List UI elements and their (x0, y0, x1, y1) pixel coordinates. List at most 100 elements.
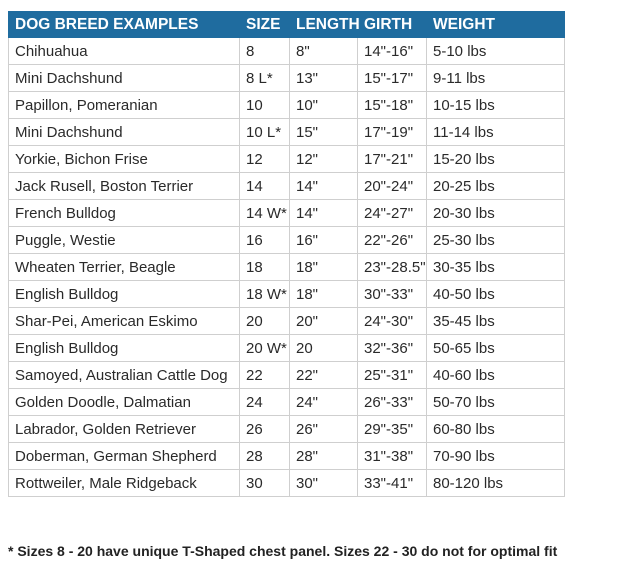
breed-cell: French Bulldog (8, 199, 240, 227)
girth-cell: 24"-27" (357, 199, 427, 227)
table-row: Golden Doodle, Dalmatian 24 24" 26"-33" 50-7… (8, 388, 565, 416)
weight-cell: 40-50 lbs (426, 280, 565, 308)
length-cell: 18" (289, 280, 358, 308)
table-header-row: DOG BREED EXAMPLES SIZE LENGTH GIRTH WEI… (8, 11, 565, 38)
length-cell: 14" (289, 172, 358, 200)
breed-cell: Puggle, Westie (8, 226, 240, 254)
length-cell: 12" (289, 145, 358, 173)
table-row: Mini Dachshund 8 L* 13" 15"-17" 9-11 lbs (8, 64, 565, 92)
girth-cell: 31"-38" (357, 442, 427, 470)
length-cell: 14" (289, 199, 358, 227)
breed-cell: Papillon, Pomeranian (8, 91, 240, 119)
weight-cell: 40-60 lbs (426, 361, 565, 389)
size-cell: 18 (239, 253, 290, 281)
breed-cell: Rottweiler, Male Ridgeback (8, 469, 240, 497)
table-row: Wheaten Terrier, Beagle 18 18" 23"-28.5" 30-… (8, 253, 565, 281)
length-cell: 8" (289, 37, 358, 65)
girth-cell: 17"-21" (357, 145, 427, 173)
girth-cell: 17"-19" (357, 118, 427, 146)
breed-cell: Wheaten Terrier, Beagle (8, 253, 240, 281)
table-row: Puggle, Westie 16 16" 22"-26" 25-30 lbs (8, 226, 565, 254)
header-girth: GIRTH (357, 11, 427, 38)
header-breed: DOG BREED EXAMPLES (8, 11, 240, 38)
girth-cell: 23"-28.5" (357, 253, 427, 281)
length-cell: 22" (289, 361, 358, 389)
length-cell: 10" (289, 91, 358, 119)
weight-cell: 15-20 lbs (426, 145, 565, 173)
weight-cell: 80-120 lbs (426, 469, 565, 497)
length-cell: 26" (289, 415, 358, 443)
weight-cell: 50-70 lbs (426, 388, 565, 416)
size-cell: 16 (239, 226, 290, 254)
table-row: English Bulldog 20 W* 20 32"-36" 50-65 lbs (8, 334, 565, 362)
breed-cell: Chihuahua (8, 37, 240, 65)
size-cell: 12 (239, 145, 290, 173)
girth-cell: 25"-31" (357, 361, 427, 389)
size-cell: 26 (239, 415, 290, 443)
length-cell: 15" (289, 118, 358, 146)
header-weight: WEIGHT (426, 11, 565, 38)
girth-cell: 26"-33" (357, 388, 427, 416)
table-row: Mini Dachshund 10 L* 15" 17"-19" 11-14 lbs (8, 118, 565, 146)
table-row: Samoyed, Australian Cattle Dog 22 22" 25"-3… (8, 361, 565, 389)
girth-cell: 20"-24" (357, 172, 427, 200)
table-row: Chihuahua 8 8" 14"-16" 5-10 lbs (8, 37, 565, 65)
girth-cell: 32"-36" (357, 334, 427, 362)
size-cell: 20 (239, 307, 290, 335)
girth-cell: 15"-18" (357, 91, 427, 119)
girth-cell: 24"-30" (357, 307, 427, 335)
table-row: Jack Rusell, Boston Terrier 14 14" 20"-24" 2… (8, 172, 565, 200)
girth-cell: 14"-16" (357, 37, 427, 65)
table-body: Chihuahua 8 8" 14"-16" 5-10 lbs Mini Dachshun… (8, 37, 565, 497)
size-cell: 14 W* (239, 199, 290, 227)
weight-cell: 11-14 lbs (426, 118, 565, 146)
girth-cell: 15"-17" (357, 64, 427, 92)
size-chart-table: DOG BREED EXAMPLES SIZE LENGTH GIRTH WEI… (8, 11, 565, 497)
table-row: English Bulldog 18 W* 18" 30"-33" 40-50 lbs (8, 280, 565, 308)
size-cell: 24 (239, 388, 290, 416)
breed-cell: Shar-Pei, American Eskimo (8, 307, 240, 335)
breed-cell: Mini Dachshund (8, 64, 240, 92)
table-row: Rottweiler, Male Ridgeback 30 30" 33"-41" 80… (8, 469, 565, 497)
breed-cell: Mini Dachshund (8, 118, 240, 146)
breed-cell: Yorkie, Bichon Frise (8, 145, 240, 173)
header-size: SIZE (239, 11, 290, 38)
header-length: LENGTH (289, 11, 360, 38)
girth-cell: 30"-33" (357, 280, 427, 308)
table-row: French Bulldog 14 W* 14" 24"-27" 20-30 lbs (8, 199, 565, 227)
size-cell: 28 (239, 442, 290, 470)
weight-cell: 9-11 lbs (426, 64, 565, 92)
table-row: Yorkie, Bichon Frise 12 12" 17"-21" 15-20 lb… (8, 145, 565, 173)
weight-cell: 20-25 lbs (426, 172, 565, 200)
size-cell: 8 (239, 37, 290, 65)
size-cell: 10 L* (239, 118, 290, 146)
weight-cell: 25-30 lbs (426, 226, 565, 254)
table-row: Labrador, Golden Retriever 26 26" 29"-35" 60… (8, 415, 565, 443)
table-row: Papillon, Pomeranian 10 10" 15"-18" 10-15 lb… (8, 91, 565, 119)
weight-cell: 70-90 lbs (426, 442, 565, 470)
breed-cell: English Bulldog (8, 334, 240, 362)
length-cell: 20 (289, 334, 358, 362)
length-cell: 18" (289, 253, 358, 281)
size-cell: 22 (239, 361, 290, 389)
weight-cell: 50-65 lbs (426, 334, 565, 362)
breed-cell: Labrador, Golden Retriever (8, 415, 240, 443)
size-cell: 30 (239, 469, 290, 497)
length-cell: 30" (289, 469, 358, 497)
length-cell: 16" (289, 226, 358, 254)
weight-cell: 60-80 lbs (426, 415, 565, 443)
weight-cell: 20-30 lbs (426, 199, 565, 227)
breed-cell: English Bulldog (8, 280, 240, 308)
sizing-footnote: * Sizes 8 - 20 have unique T-Shaped ches… (8, 543, 558, 559)
length-cell: 20" (289, 307, 358, 335)
size-cell: 20 W* (239, 334, 290, 362)
size-cell: 14 (239, 172, 290, 200)
size-cell: 18 W* (239, 280, 290, 308)
girth-cell: 29"-35" (357, 415, 427, 443)
size-cell: 10 (239, 91, 290, 119)
length-cell: 13" (289, 64, 358, 92)
length-cell: 24" (289, 388, 358, 416)
size-cell: 8 L* (239, 64, 290, 92)
girth-cell: 33"-41" (357, 469, 427, 497)
girth-cell: 22"-26" (357, 226, 427, 254)
